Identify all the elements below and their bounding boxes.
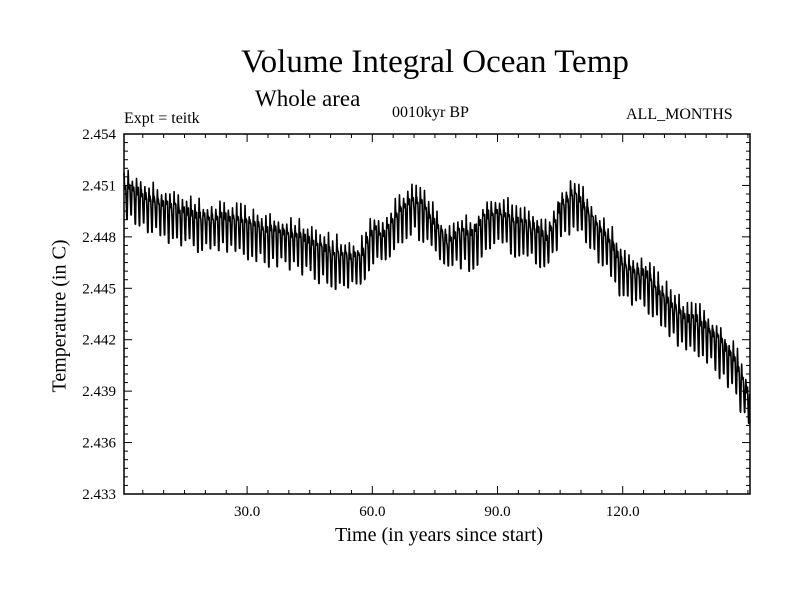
experiment-label: Expt = teitk: [124, 110, 200, 127]
y-tick-label: 2.448: [82, 230, 116, 246]
x-tick-label: 60.0: [359, 504, 385, 520]
y-tick-label: 2.451: [82, 178, 116, 194]
x-axis-label: Time (in years since start): [334, 524, 544, 546]
x-tick-label: 120.0: [606, 504, 640, 520]
chart-subtitle: Whole area: [255, 86, 361, 111]
period-label: 0010kyr BP: [392, 104, 469, 121]
y-tick-label: 2.445: [82, 281, 116, 297]
chart-title: Volume Integral Ocean Temp: [241, 44, 629, 80]
months-label: ALL_MONTHS: [626, 106, 733, 123]
y-tick-label: 2.433: [82, 487, 116, 503]
y-tick-label: 2.439: [82, 384, 116, 400]
y-tick-label: 2.454: [82, 127, 116, 143]
y-tick-label: 2.442: [82, 333, 116, 349]
x-tick-label: 30.0: [234, 504, 260, 520]
x-tick-label: 90.0: [484, 504, 510, 520]
series-line: [123, 169, 751, 425]
y-tick-label: 2.436: [82, 436, 116, 452]
